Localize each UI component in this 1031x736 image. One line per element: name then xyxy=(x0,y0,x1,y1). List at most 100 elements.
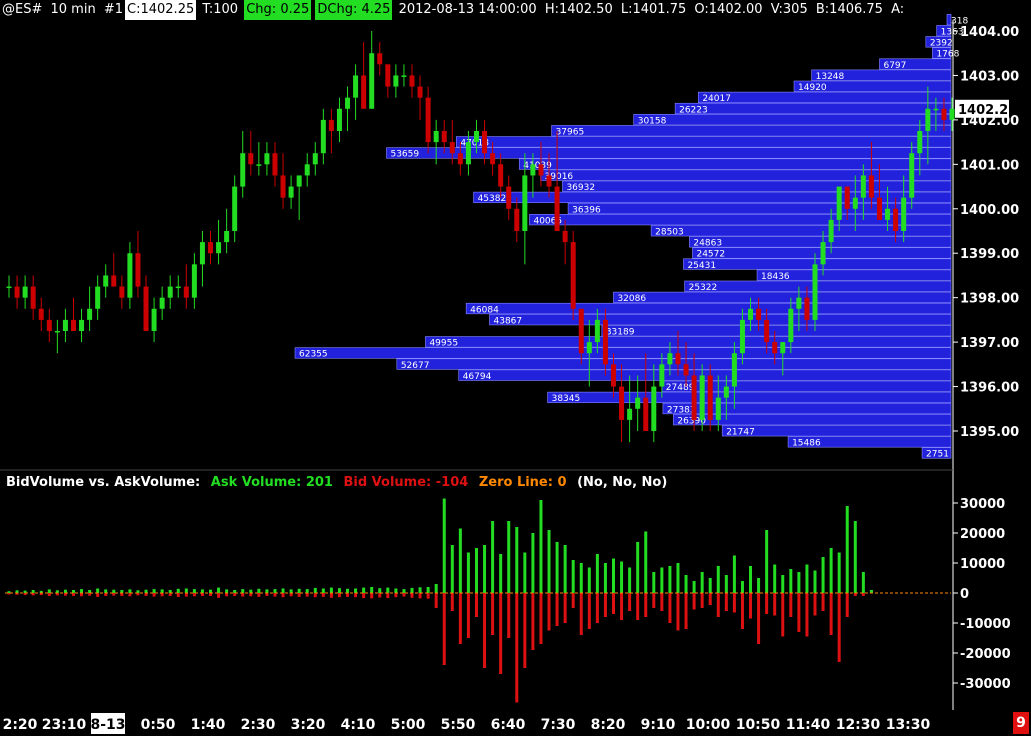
ask-volume-legend: Ask Volume: 201 xyxy=(210,475,333,490)
candle-body xyxy=(506,186,512,209)
bid-volume-bar xyxy=(829,593,833,635)
bid-volume-bar xyxy=(23,593,27,596)
bid-volume-bar xyxy=(128,593,132,597)
ask-volume-bar xyxy=(55,590,59,593)
ask-volume-bar xyxy=(305,589,309,593)
profile-bar xyxy=(396,358,952,370)
profile-bar xyxy=(721,425,952,437)
bid-volume-bar xyxy=(176,593,180,597)
interval-label[interactable]: 10 min xyxy=(50,2,96,17)
candle-body xyxy=(748,308,754,320)
profile-volume-label: 52677 xyxy=(401,361,430,371)
bid-volume-bar xyxy=(523,593,527,668)
ask-volume-bar xyxy=(144,589,148,593)
bid-volume-bar xyxy=(773,593,777,616)
bid-volume-bar xyxy=(346,593,350,597)
candle-body xyxy=(933,108,939,111)
price-tick-label: 1400.00 xyxy=(960,203,1019,218)
price-tick-label: 1404.00 xyxy=(960,25,1019,40)
candle-body xyxy=(6,286,12,289)
candle-body xyxy=(909,153,915,198)
alert-badge[interactable]: 9 xyxy=(1013,712,1029,734)
candle-body xyxy=(127,253,133,298)
bid-volume-bar xyxy=(200,593,204,596)
ask-volume-bar xyxy=(781,575,785,593)
candle-body xyxy=(530,164,536,176)
bid-volume-bar xyxy=(329,593,333,598)
bid-volume-bar xyxy=(7,593,11,595)
x-tick-label: 10:00 xyxy=(686,717,731,733)
ask-volume-bar xyxy=(539,500,543,593)
profile-bar xyxy=(458,369,952,381)
bid-volume-bar xyxy=(370,593,374,599)
x-tick-label: 11:40 xyxy=(786,717,831,733)
bid-volume-bar xyxy=(732,593,736,613)
profile-volume-label: 27489 xyxy=(666,383,695,393)
x-tick-label: 3:20 xyxy=(291,717,326,733)
profile-bar xyxy=(551,125,952,137)
ask-volume-bar xyxy=(386,587,390,593)
ask-volume-bar xyxy=(765,530,769,593)
candle-body xyxy=(320,119,326,154)
study-legend: BidVolume vs. AskVolume: Ask Volume: 201… xyxy=(6,475,673,490)
ask-volume-bar xyxy=(225,589,229,593)
candle-body xyxy=(441,131,447,143)
ask-volume-bar xyxy=(273,589,277,593)
bid-volume-bar xyxy=(80,593,84,597)
ask-volume-bar xyxy=(789,569,793,593)
bid-volume-bar xyxy=(184,593,188,597)
symbol-label[interactable]: @ES# xyxy=(2,2,43,17)
candle-body xyxy=(151,308,157,331)
candle-body xyxy=(46,319,52,331)
volume-tick-label: 10000 xyxy=(960,557,1005,572)
ask-volume-bar xyxy=(805,564,809,593)
ask-volume-bar xyxy=(47,589,51,593)
ask-volume-bar xyxy=(740,581,744,593)
candle-body xyxy=(369,53,375,109)
bid-volume-bar xyxy=(168,593,172,596)
candle-body xyxy=(361,75,367,109)
bid-volume-bar xyxy=(740,593,744,629)
candle-body xyxy=(401,75,407,77)
ask-volume-bar xyxy=(853,521,857,593)
candle-body xyxy=(38,308,44,320)
ask-volume-bar xyxy=(700,572,704,593)
ask-volume-bar xyxy=(370,587,374,593)
x-tick-label: 8-13 xyxy=(90,717,125,733)
ask-volume-bar xyxy=(209,589,212,593)
profile-bar xyxy=(465,302,952,315)
candle-body xyxy=(328,119,334,131)
bid-volume-bar xyxy=(603,593,607,617)
zero-line-legend: Zero Line: 0 xyxy=(478,475,567,490)
profile-bar xyxy=(633,114,952,126)
profile-volume-label: 46084 xyxy=(470,305,499,315)
candle-body xyxy=(635,397,641,409)
bid-volume-bar xyxy=(418,593,422,599)
candle-body xyxy=(353,75,359,98)
ask-volume-bar xyxy=(120,590,124,593)
candle-body xyxy=(336,108,342,131)
candle-body xyxy=(659,364,665,387)
bid-volume-bar xyxy=(192,593,196,597)
bid-volume-bar xyxy=(628,593,632,611)
profile-bar xyxy=(650,225,952,237)
ask-volume-bar xyxy=(71,590,75,593)
profile-volume-label: 1768 xyxy=(936,50,959,60)
profile-bar xyxy=(613,291,952,304)
candle-body xyxy=(796,297,802,309)
ask-volume-bar xyxy=(708,578,712,593)
bid-volume-bar xyxy=(595,593,599,623)
bid-volume-bar xyxy=(781,593,785,637)
volume-tick-label: -20000 xyxy=(960,647,1011,662)
profile-bar xyxy=(567,202,952,215)
bid-volume-bar xyxy=(700,593,704,608)
ask-volume-bar xyxy=(265,589,269,593)
candle-body xyxy=(345,97,351,109)
profile-bar xyxy=(684,280,952,292)
ask-label: A: xyxy=(891,2,905,17)
bid-volume-bar xyxy=(31,593,35,596)
ask-volume-bar xyxy=(96,588,100,593)
candle-body xyxy=(554,186,560,231)
candle-body xyxy=(70,319,76,331)
